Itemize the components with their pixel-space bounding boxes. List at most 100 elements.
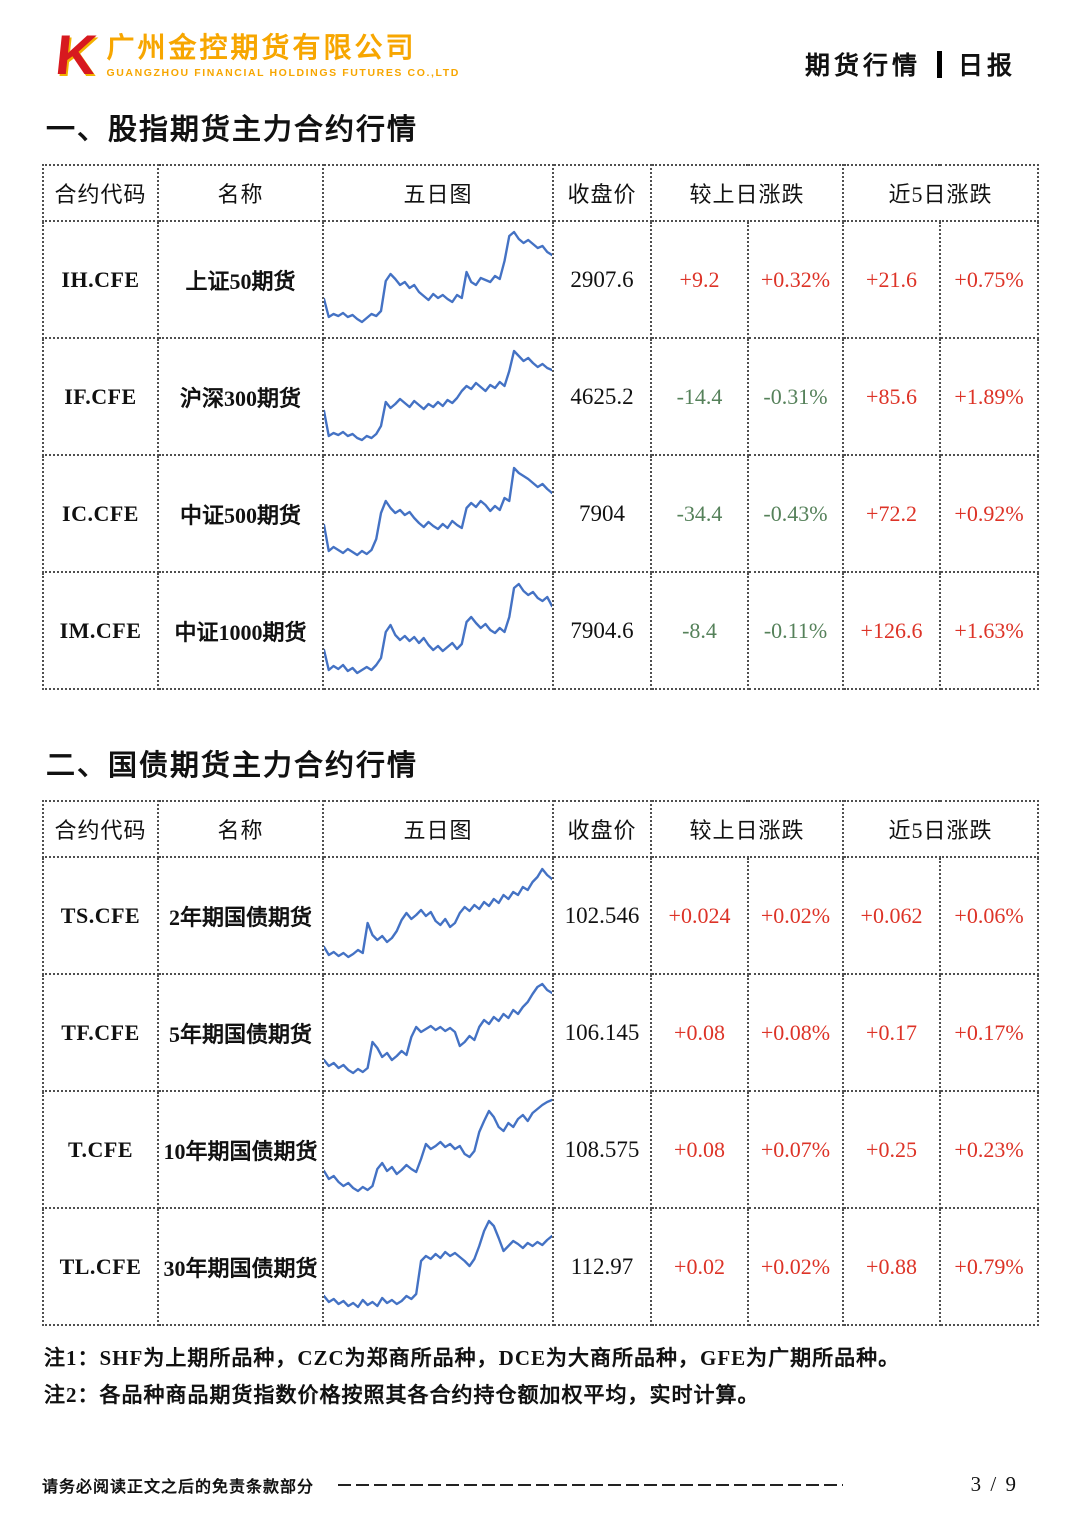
five-day-change-cell: +0.25 [842, 1090, 942, 1209]
contract-code-cell: TS.CFE [42, 856, 159, 975]
five-day-chart [322, 1207, 554, 1326]
contract-name-cell: 沪深300期货 [157, 337, 324, 456]
section-heading-treasury-bond: 二、国债期货主力合约行情 [46, 750, 419, 782]
five-day-change-cell: +72.2 [842, 454, 942, 573]
five-day-change-cell: +85.6 [842, 337, 942, 456]
stock-index-table-body: IH.CFE 上证50期货 2907.6 +9.2 +0.32% +21.6 +0.75% I… [42, 220, 1040, 690]
close-price-cell: 2907.6 [552, 220, 652, 339]
close-price-cell: 4625.2 [552, 337, 652, 456]
five-day-chart [322, 1090, 554, 1209]
five-day-change-pct-cell: +0.92% [939, 454, 1040, 573]
contract-code-cell: IF.CFE [42, 337, 159, 456]
stock-index-futures-table: 合约代码 名称 五日图 收盘价 较上日涨跌 近5日涨跌 IH.CFE 上证50期货… [42, 164, 1040, 690]
day-change-pct-cell: -0.43% [746, 454, 845, 573]
day-change-cell: +0.08 [650, 1090, 749, 1209]
five-day-chart [322, 220, 554, 339]
five-day-change-cell: +0.17 [842, 973, 942, 1092]
sparkline-icon [325, 466, 551, 557]
five-day-change-cell: +21.6 [842, 220, 942, 339]
treasury-bond-futures-table: 合约代码 名称 五日图 收盘价 较上日涨跌 近5日涨跌 TS.CFE 2年期国债期… [42, 800, 1040, 1326]
close-price-cell: 106.145 [552, 973, 652, 1092]
five-day-chart [322, 337, 554, 456]
footnote-2: 注2：各品种商品期货指数价格按照其各合约持仓额加权平均，实时计算。 [44, 1383, 760, 1408]
table-row: IH.CFE 上证50期货 2907.6 +9.2 +0.32% +21.6 +0.75% [42, 220, 1040, 339]
day-change-pct-cell: +0.07% [746, 1090, 845, 1209]
table-row: IF.CFE 沪深300期货 4625.2 -14.4 -0.31% +85.6 +1.89… [42, 337, 1040, 456]
contract-name-cell: 10年期国债期货 [157, 1090, 324, 1209]
footnotes: 注1：SHF为上期所品种，CZC为郑商所品种，DCE为大商所品种，GFE为广期所… [44, 1340, 1080, 1415]
col-header-close: 收盘价 [552, 164, 652, 222]
five-day-change-pct-cell: +0.79% [939, 1207, 1040, 1326]
table-row: TF.CFE 5年期国债期货 106.145 +0.08 +0.08% +0.17 +0.1… [42, 973, 1040, 1092]
day-change-cell: +0.02 [650, 1207, 749, 1326]
col-header-code: 合约代码 [42, 164, 159, 222]
five-day-change-cell: +126.6 [842, 571, 942, 690]
col-header-name: 名称 [157, 800, 324, 858]
five-day-change-pct-cell: +0.75% [939, 220, 1040, 339]
contract-name-cell: 中证1000期货 [157, 571, 324, 690]
col-header-five-day-change: 近5日涨跌 [842, 800, 1040, 858]
five-day-change-pct-cell: +1.63% [939, 571, 1040, 690]
five-day-chart [322, 973, 554, 1092]
page-footer: 请务必阅读正文之后的免责条款部分 3 / 9 [42, 1472, 1018, 1497]
company-name-cn: 广州金控期货有限公司 [106, 32, 417, 63]
five-day-chart [322, 856, 554, 975]
day-change-cell: +0.024 [650, 856, 749, 975]
title-divider [936, 50, 942, 78]
close-price-cell: 112.97 [552, 1207, 652, 1326]
day-change-pct-cell: +0.02% [746, 1207, 845, 1326]
col-header-chart: 五日图 [322, 164, 554, 222]
close-price-cell: 7904.6 [552, 571, 652, 690]
five-day-change-pct-cell: +0.06% [939, 856, 1040, 975]
section-heading-stock-index: 一、股指期货主力合约行情 [46, 114, 419, 146]
five-day-chart [322, 454, 554, 573]
five-day-change-cell: +0.88 [842, 1207, 942, 1326]
col-header-five-day-change: 近5日涨跌 [842, 164, 1040, 222]
footer-dash-line [338, 1483, 844, 1486]
company-logo: K 广州金控期货有限公司 GUANGZHOU FINANCIAL HOLDING… [53, 23, 460, 86]
table-row: IM.CFE 中证1000期货 7904.6 -8.4 -0.11% +126.6 +1.6… [42, 571, 1040, 690]
col-header-close: 收盘价 [552, 800, 652, 858]
day-change-pct-cell: -0.11% [746, 571, 845, 690]
sparkline-icon [325, 230, 551, 324]
col-header-chart: 五日图 [322, 800, 554, 858]
table-row: T.CFE 10年期国债期货 108.575 +0.08 +0.07% +0.25 +0.2… [42, 1090, 1040, 1209]
sparkline-icon [325, 982, 551, 1075]
col-header-day-change: 较上日涨跌 [649, 800, 845, 858]
contract-code-cell: IM.CFE [42, 571, 159, 690]
contract-code-cell: IC.CFE [42, 454, 159, 573]
five-day-change-pct-cell: +0.17% [939, 973, 1040, 1092]
table-header: 合约代码 名称 五日图 收盘价 较上日涨跌 近5日涨跌 [42, 164, 1040, 222]
contract-name-cell: 5年期国债期货 [157, 973, 324, 1092]
page-number: 3 / 9 [970, 1472, 1018, 1496]
five-day-change-pct-cell: +1.89% [939, 337, 1040, 456]
col-header-code: 合约代码 [42, 800, 159, 858]
table-row: TS.CFE 2年期国债期货 102.546 +0.024 +0.02% +0.062 +0… [42, 856, 1040, 975]
disclaimer-text: 请务必阅读正文之后的免责条款部分 [42, 1478, 315, 1496]
contract-name-cell: 中证500期货 [157, 454, 324, 573]
footnote-1: 注1：SHF为上期所品种，CZC为郑商所品种，DCE为大商所品种，GFE为广期所… [44, 1346, 901, 1370]
logo-text-block: 广州金控期货有限公司 GUANGZHOU FINANCIAL HOLDINGS … [106, 30, 460, 79]
five-day-change-cell: +0.062 [842, 856, 942, 975]
contract-name-cell: 2年期国债期货 [157, 856, 324, 975]
five-day-chart [322, 571, 554, 690]
report-title-right: 日报 [957, 53, 1016, 80]
company-name-en: GUANGZHOU FINANCIAL HOLDINGS FUTURES CO.… [106, 67, 460, 79]
sparkline-icon [325, 349, 551, 442]
day-change-pct-cell: -0.31% [746, 337, 845, 456]
sparkline-icon [325, 582, 551, 675]
treasury-bond-table-body: TS.CFE 2年期国债期货 102.546 +0.024 +0.02% +0.062 +0… [42, 856, 1040, 1326]
close-price-cell: 7904 [552, 454, 652, 573]
report-title: 期货行情 日报 [805, 46, 1016, 82]
day-change-pct-cell: +0.32% [746, 220, 845, 339]
five-day-change-pct-cell: +0.23% [939, 1090, 1040, 1209]
sparkline-icon [325, 1099, 551, 1193]
contract-code-cell: T.CFE [42, 1090, 159, 1209]
day-change-pct-cell: +0.02% [746, 856, 845, 975]
col-header-name: 名称 [157, 164, 324, 222]
sparkline-icon [325, 1219, 551, 1309]
close-price-cell: 108.575 [552, 1090, 652, 1209]
day-change-cell: +9.2 [650, 220, 749, 339]
report-title-left: 期货行情 [804, 53, 921, 80]
contract-name-cell: 上证50期货 [157, 220, 324, 339]
